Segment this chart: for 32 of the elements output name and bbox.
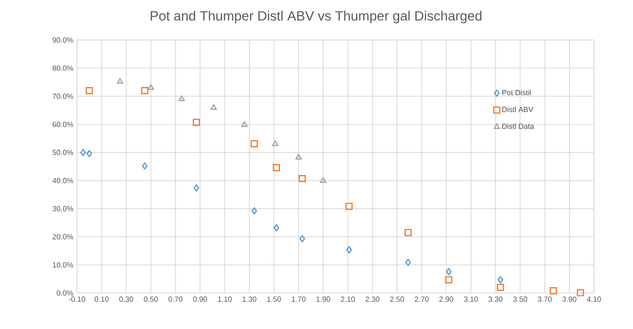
- point: [116, 78, 124, 84]
- point: [576, 289, 584, 296]
- point: [192, 118, 200, 126]
- point: [142, 162, 148, 170]
- point: [550, 287, 557, 294]
- point: [445, 276, 452, 284]
- point: [346, 246, 352, 254]
- point: [272, 164, 280, 172]
- point: [274, 224, 280, 232]
- point: [295, 154, 302, 160]
- point: [251, 207, 258, 215]
- point: [86, 150, 92, 158]
- point: [498, 276, 504, 284]
- point: [141, 87, 148, 94]
- point: [194, 184, 200, 192]
- point: [320, 177, 326, 183]
- point: [210, 104, 217, 110]
- point: [272, 140, 278, 146]
- point: [298, 175, 306, 182]
- point: [405, 258, 411, 266]
- point: [404, 228, 412, 236]
- chart-title: Pot and Thumper Distl ABV vs Thumper gal Discharged: [150, 10, 482, 24]
- point: [86, 87, 93, 94]
- point: [80, 148, 86, 156]
- point: [178, 95, 185, 102]
- point: [345, 202, 353, 210]
- point: [496, 284, 504, 291]
- point: [241, 121, 248, 127]
- point: [299, 235, 306, 242]
- point: [250, 140, 258, 148]
- point: [446, 268, 452, 276]
- point: [148, 84, 154, 90]
